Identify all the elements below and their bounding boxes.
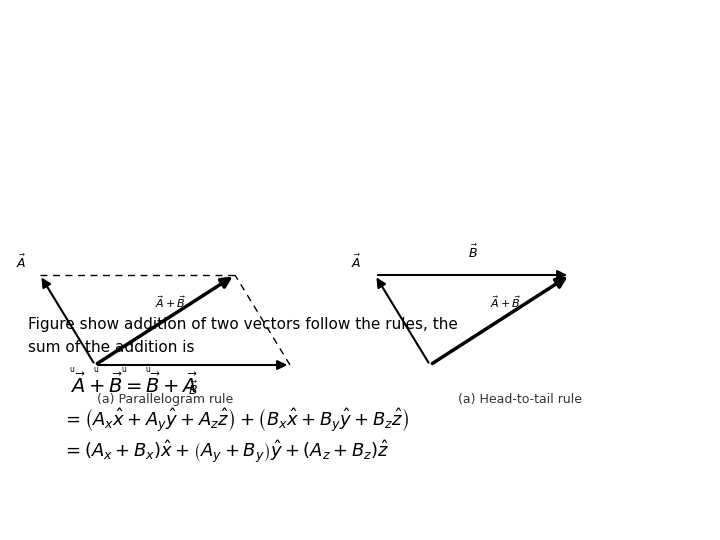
Text: $\vec{B}$: $\vec{B}$ xyxy=(467,244,477,261)
Text: $\vec{A}+\vec{B}$: $\vec{A}+\vec{B}$ xyxy=(155,294,186,310)
Text: $\vec{B}$: $\vec{B}$ xyxy=(188,381,197,399)
Text: u: u xyxy=(122,364,127,374)
Text: u: u xyxy=(145,364,150,374)
Text: $= \left(A_x + B_x\right)\hat{x} + \left(A_y + B_y\right)\hat{y} + \left(A_z + B: $= \left(A_x + B_x\right)\hat{x} + \left… xyxy=(62,438,390,465)
Text: (a) Parallelogram rule: (a) Parallelogram rule xyxy=(97,393,233,406)
Text: $\vec{A} + \vec{B} = \vec{B} + \vec{A}$: $\vec{A} + \vec{B} = \vec{B} + \vec{A}$ xyxy=(70,373,198,397)
Text: (a) Head-to-tail rule: (a) Head-to-tail rule xyxy=(458,393,582,406)
Text: u: u xyxy=(94,364,99,374)
Text: $\vec{A}+\vec{B}$: $\vec{A}+\vec{B}$ xyxy=(490,294,521,310)
Text: $\vec{A}$: $\vec{A}$ xyxy=(351,254,361,271)
Text: $= \left(A_x\hat{x} + A_y\hat{y} + A_z\hat{z}\right) + \left(B_x\hat{x} + B_y\ha: $= \left(A_x\hat{x} + A_y\hat{y} + A_z\h… xyxy=(62,406,409,434)
Text: u: u xyxy=(70,364,74,374)
Text: $\vec{A}$: $\vec{A}$ xyxy=(16,254,26,271)
Text: sum of the addition is: sum of the addition is xyxy=(28,340,194,354)
Text: Figure show addition of two vectors follow the rules, the: Figure show addition of two vectors foll… xyxy=(28,318,458,333)
